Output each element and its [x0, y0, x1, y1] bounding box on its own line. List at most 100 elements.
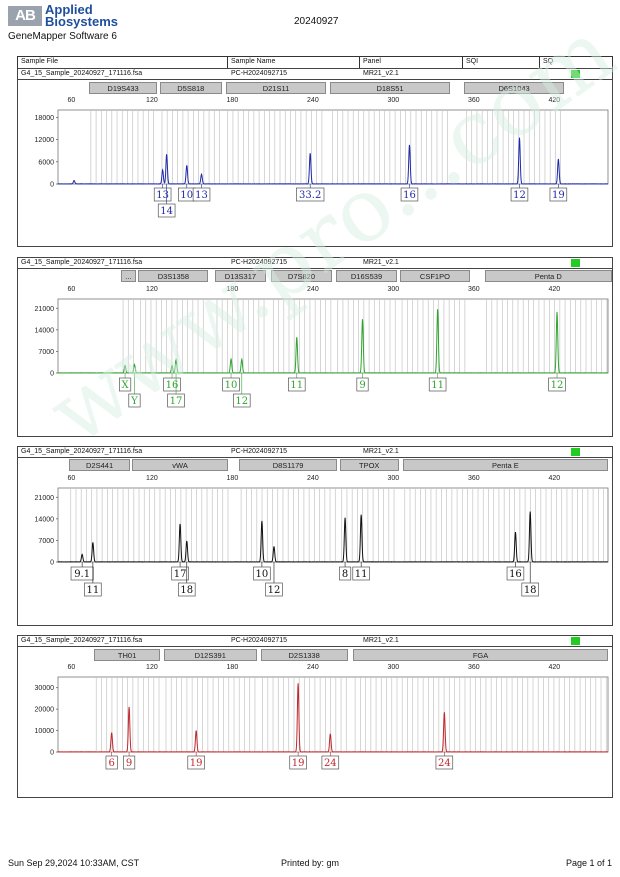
- allele-label: 13: [156, 190, 169, 201]
- allele-label: 13: [195, 190, 208, 201]
- marker-label: TH01: [94, 649, 160, 661]
- allele-label: 9: [126, 758, 132, 769]
- allele-label: X: [122, 380, 130, 391]
- y-tick-label: 0: [50, 750, 54, 757]
- allele-label: 19: [292, 758, 305, 769]
- x-tick-label: 360: [468, 475, 480, 482]
- allele-label: 33.2: [299, 190, 321, 201]
- x-tick-label: 60: [68, 286, 76, 293]
- marker-label: FGA: [353, 649, 608, 661]
- allele-box: [288, 377, 306, 392]
- x-tick-label: 300: [388, 664, 400, 671]
- allele-label: 11: [355, 569, 368, 580]
- allele-label: 12: [551, 380, 564, 391]
- trace-blue: [57, 137, 609, 185]
- sizing-quality-flag: [571, 259, 580, 267]
- x-tick-label: 360: [468, 286, 480, 293]
- x-tick-label: 240: [307, 286, 319, 293]
- marker-label: D21S11: [225, 82, 327, 94]
- panel-blue: G4_15_Sample_20240927_171116.fsa PC-H202…: [17, 68, 613, 247]
- brand-line-1: Applied: [45, 2, 93, 17]
- sample-name: PC-H2024092715: [231, 259, 288, 266]
- marker-label: D12S391: [163, 649, 257, 661]
- allele-label: 10: [180, 190, 193, 201]
- y-tick-label: 10000: [35, 728, 55, 735]
- sizing-quality-flag: [571, 70, 580, 78]
- col-sqi: SQI: [466, 58, 479, 65]
- y-tick-label: 21000: [35, 495, 55, 502]
- brand-line-2: Biosystems: [45, 14, 118, 29]
- sizing-quality-flag: [571, 448, 580, 456]
- allele-box: [321, 755, 340, 770]
- x-tick-label: 60: [68, 97, 76, 104]
- marker-label: vWA: [131, 459, 229, 471]
- allele-box: [428, 377, 447, 392]
- allele-label: 24: [438, 758, 451, 769]
- allele-label: 6: [108, 758, 114, 769]
- allele-box: [296, 187, 325, 202]
- allele-label: 18: [180, 585, 193, 596]
- sizing-quality-flag: [571, 637, 580, 645]
- allele-box: [178, 582, 196, 597]
- allele-label: 16: [166, 380, 179, 391]
- trace-green: [57, 309, 609, 374]
- allele-box: [435, 755, 454, 770]
- print-timestamp: Sun Sep 29,2024 10:33AM, CST: [8, 858, 140, 868]
- x-tick-label: 120: [146, 286, 158, 293]
- marker-label: D19S433: [88, 82, 158, 94]
- col-sample-name: Sample Name: [231, 58, 276, 65]
- allele-box: [84, 582, 102, 597]
- sample-file: G4_15_Sample_20240927_171116.fsa: [21, 448, 143, 455]
- x-tick-label: 420: [548, 97, 560, 104]
- panel-green: G4_15_Sample_20240927_171116.fsa PC-H202…: [17, 257, 613, 437]
- marker-label: ...: [121, 270, 136, 282]
- electropherogram-black: 60 120 180 240 300 360 420 0 7000 14000 21000 9.1 11…: [35, 475, 609, 597]
- allele-label: 16: [509, 569, 522, 580]
- panel-red: G4_15_Sample_20240927_171116.fsa PC-H202…: [17, 635, 613, 798]
- ab-logo: AB: [8, 6, 42, 26]
- y-tick-label: 20000: [35, 707, 55, 714]
- report-date: 20240927: [294, 16, 339, 27]
- marker-label: D5S818: [159, 82, 222, 94]
- allele-label: 17: [174, 569, 187, 580]
- allele-box: [510, 187, 529, 202]
- allele-box: [233, 393, 251, 408]
- allele-box: [123, 755, 136, 770]
- marker-label: D2S1338: [260, 649, 348, 661]
- panel-name: MR21_v2.1: [363, 448, 399, 455]
- x-tick-label: 360: [468, 97, 480, 104]
- allele-label: 12: [513, 190, 526, 201]
- allele-label: 14: [160, 206, 173, 217]
- sample-file: G4_15_Sample_20240927_171116.fsa: [21, 637, 143, 644]
- allele-box: [70, 566, 94, 581]
- y-tick-label: 0: [50, 371, 54, 378]
- allele-box: [506, 566, 525, 581]
- x-tick-label: 60: [68, 664, 76, 671]
- x-tick-label: 180: [227, 664, 239, 671]
- plot-frame: [57, 298, 609, 374]
- allele-box: [549, 187, 568, 202]
- allele-label: 10: [256, 569, 269, 580]
- allele-label: Y: [130, 396, 138, 407]
- allele-box: [105, 755, 118, 770]
- allele-box: [187, 755, 205, 770]
- x-tick-label: 240: [307, 475, 319, 482]
- x-tick-label: 60: [68, 475, 76, 482]
- x-tick-label: 180: [227, 97, 239, 104]
- allele-label: 8: [342, 569, 348, 580]
- y-tick-label: 0: [50, 182, 54, 189]
- marker-label: Penta E: [402, 459, 608, 471]
- y-tick-label: 12000: [35, 137, 55, 144]
- panel-name: MR21_v2.1: [363, 259, 399, 266]
- allele-box: [356, 377, 369, 392]
- allele-label: 17: [170, 396, 183, 407]
- allele-box: [265, 582, 283, 597]
- allele-box: [352, 566, 370, 581]
- y-tick-label: 7000: [38, 538, 54, 545]
- y-tick-label: 0: [50, 560, 54, 567]
- allele-box: [192, 187, 211, 202]
- marker-label: D6S1043: [464, 82, 564, 94]
- marker-label: D18S51: [330, 82, 450, 94]
- sample-row: G4_15_Sample_20240927_171116.fsa PC-H202…: [18, 447, 612, 458]
- marker-label: D13S317: [214, 270, 266, 282]
